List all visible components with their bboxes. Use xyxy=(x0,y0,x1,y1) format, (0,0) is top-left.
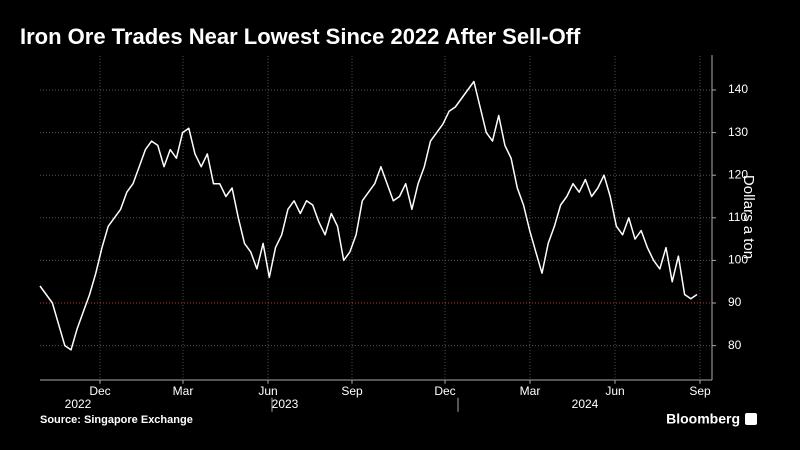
y-tick-label: 90 xyxy=(728,295,742,309)
y-tick-label: 100 xyxy=(728,253,748,267)
year-label: 2024 xyxy=(572,397,599,411)
year-label: 2023 xyxy=(272,397,299,411)
x-tick-label: Dec xyxy=(434,384,455,398)
x-tick-label: Mar xyxy=(173,384,194,398)
y-tick-label: 140 xyxy=(728,82,748,96)
x-tick-label: Jun xyxy=(605,384,624,398)
y-tick-label: 130 xyxy=(728,125,748,139)
x-tick-label: Sep xyxy=(689,384,711,398)
y-tick-label: 120 xyxy=(728,167,748,181)
y-tick-label: 110 xyxy=(728,210,747,224)
price-line xyxy=(39,80,698,351)
brand: Bloomberg xyxy=(666,411,740,427)
x-tick-label: Mar xyxy=(520,384,541,398)
year-label: 2022 xyxy=(65,397,92,411)
y-axis-label: Dollars a ton xyxy=(740,175,757,259)
y-tick-label: 80 xyxy=(728,338,742,352)
source: Source: Singapore Exchange xyxy=(40,414,193,426)
x-tick-label: Sep xyxy=(341,384,363,398)
chart-title: Iron Ore Trades Near Lowest Since 2022 A… xyxy=(20,24,581,49)
x-tick-label: Dec xyxy=(89,384,110,398)
brand-icon xyxy=(745,413,757,425)
x-tick-label: Jun xyxy=(258,384,277,398)
